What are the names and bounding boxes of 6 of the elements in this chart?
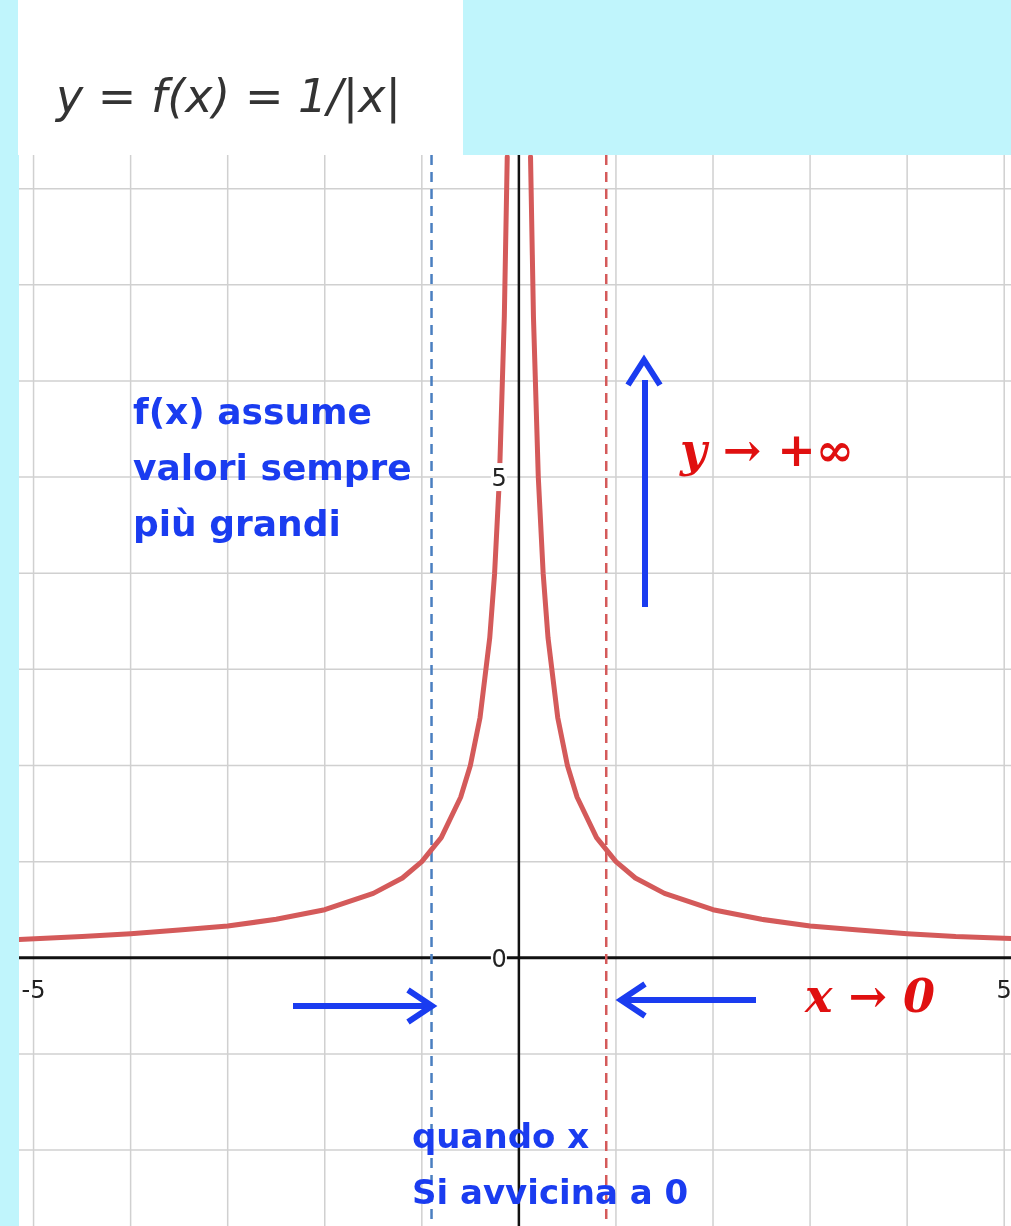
annotation: y → +∞	[679, 423, 855, 477]
chart-title: y = f(x) = 1/|x|	[54, 69, 402, 124]
y-tick-label: 0	[491, 944, 507, 973]
x-tick-label: -5	[21, 975, 46, 1004]
annotation: f(x) assume valori sempre più grandi	[133, 391, 412, 544]
annotation: x → 0	[804, 969, 936, 1023]
